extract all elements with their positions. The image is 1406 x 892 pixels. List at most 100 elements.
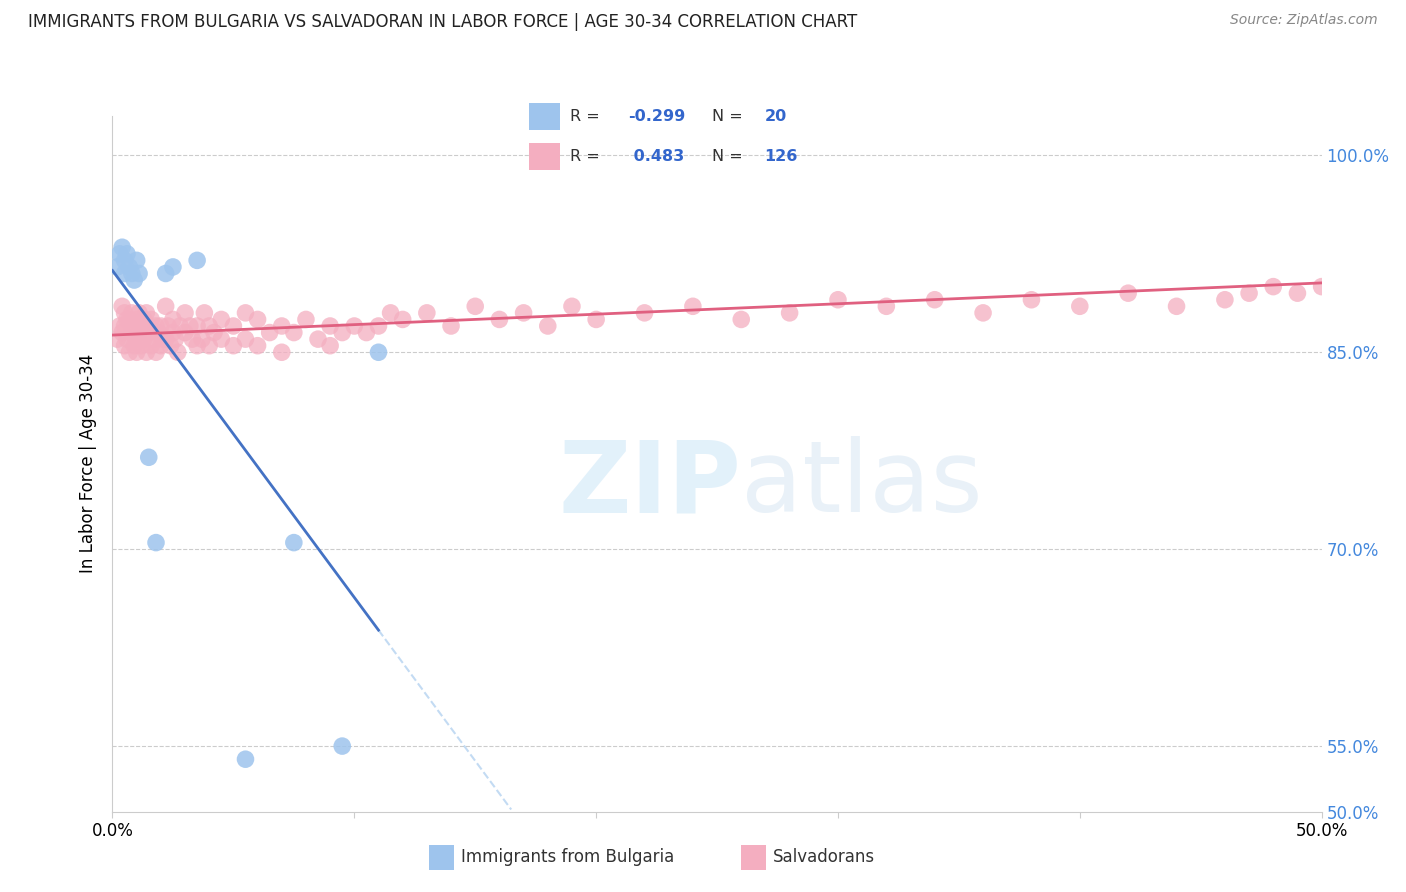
Point (114, 306, 136, 320)
Point (730, 312, 752, 326)
Text: Source: ZipAtlas.com: Source: ZipAtlas.com (1230, 13, 1378, 28)
Point (131, 339, 153, 353)
FancyBboxPatch shape (530, 103, 561, 130)
Point (1358, 279, 1381, 293)
Point (141, 339, 163, 353)
Text: IMMIGRANTS FROM BULGARIA VS SALVADORAN IN LABOR FORCE | AGE 30-34 CORRELATION CH: IMMIGRANTS FROM BULGARIA VS SALVADORAN I… (28, 13, 858, 31)
Point (115, 332, 138, 346)
Point (367, 318, 389, 333)
Point (125, 253, 148, 268)
Text: atlas: atlas (741, 436, 983, 533)
Point (186, 339, 208, 353)
Point (1334, 273, 1357, 287)
Point (157, 318, 180, 333)
Point (270, 318, 292, 333)
Point (138, 326, 160, 340)
Point (122, 339, 145, 353)
Point (149, 318, 172, 333)
Point (132, 312, 155, 326)
Point (105, 260, 128, 274)
Point (142, 332, 165, 346)
Point (174, 306, 197, 320)
Point (209, 332, 232, 346)
Point (367, 345, 389, 359)
Point (155, 267, 177, 281)
Point (186, 253, 208, 268)
Point (174, 326, 197, 340)
Y-axis label: In Labor Force | Age 30-34: In Labor Force | Age 30-34 (79, 354, 97, 574)
Point (416, 306, 439, 320)
Point (138, 450, 160, 465)
Point (1384, 273, 1406, 287)
Point (111, 240, 134, 254)
Point (561, 299, 583, 313)
Point (270, 345, 292, 359)
Point (128, 326, 150, 340)
Point (682, 299, 704, 313)
Point (537, 318, 560, 333)
Point (319, 339, 342, 353)
Point (131, 318, 153, 333)
Point (875, 299, 897, 313)
Text: 0.483: 0.483 (628, 149, 685, 164)
Text: -0.299: -0.299 (628, 109, 686, 124)
Point (512, 306, 534, 320)
Point (235, 752, 257, 766)
Point (283, 326, 305, 340)
FancyBboxPatch shape (530, 143, 561, 169)
Point (1286, 286, 1309, 301)
Point (319, 318, 342, 333)
Point (972, 306, 994, 320)
Point (1263, 279, 1285, 293)
Text: R =: R = (569, 109, 599, 124)
Point (295, 312, 318, 326)
Point (827, 293, 849, 307)
Point (1237, 286, 1260, 301)
Point (222, 339, 245, 353)
Point (145, 318, 167, 333)
Text: N =: N = (711, 109, 742, 124)
Point (246, 339, 269, 353)
Point (186, 318, 208, 333)
Text: Salvadorans: Salvadorans (773, 848, 876, 866)
Point (128, 306, 150, 320)
Point (121, 267, 143, 281)
Point (464, 299, 486, 313)
Point (135, 306, 157, 320)
Point (193, 306, 215, 320)
Point (235, 306, 257, 320)
Point (114, 339, 136, 353)
Point (145, 345, 167, 359)
Text: N =: N = (711, 149, 742, 164)
Point (138, 318, 160, 333)
Point (159, 339, 181, 353)
Point (191, 332, 214, 346)
Point (118, 260, 141, 274)
Point (114, 253, 136, 268)
Point (125, 345, 148, 359)
Point (149, 339, 172, 353)
Point (122, 273, 145, 287)
Point (115, 312, 138, 326)
Point (1069, 299, 1091, 313)
Point (155, 332, 177, 346)
Point (118, 345, 141, 359)
Point (132, 332, 155, 346)
Text: Immigrants from Bulgaria: Immigrants from Bulgaria (461, 848, 675, 866)
Point (166, 345, 188, 359)
Point (283, 535, 305, 549)
Point (128, 267, 150, 281)
Point (169, 318, 191, 333)
Point (115, 247, 138, 261)
Point (1021, 293, 1043, 307)
Point (145, 535, 167, 549)
Point (235, 332, 257, 346)
Point (125, 312, 148, 326)
Point (162, 312, 184, 326)
Point (198, 318, 221, 333)
Point (779, 306, 801, 320)
Point (121, 306, 143, 320)
Point (924, 293, 946, 307)
Point (135, 345, 157, 359)
Point (155, 299, 177, 313)
